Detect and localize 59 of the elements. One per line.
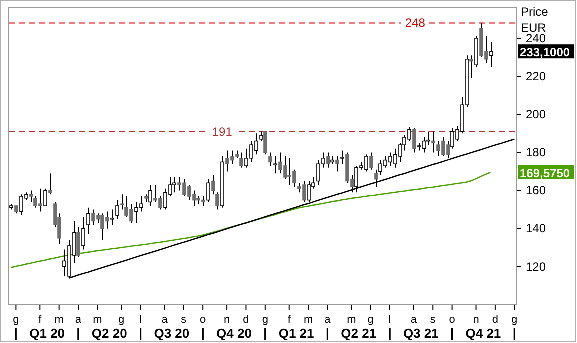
x-tick-label: d xyxy=(492,314,498,326)
candlestick xyxy=(490,42,494,68)
candlestick xyxy=(110,209,114,226)
x-tick-label: s xyxy=(181,314,188,326)
text: 233,1000 xyxy=(520,46,570,60)
candlestick xyxy=(340,150,344,165)
text: Q4 20 xyxy=(216,326,252,341)
candlestick xyxy=(172,176,176,194)
candlestick xyxy=(260,131,264,142)
x-tick-label: g xyxy=(512,314,518,326)
x-tick-label: a xyxy=(410,314,418,326)
candlestick xyxy=(206,178,210,203)
y-tick-label: 140 xyxy=(526,222,546,236)
candlestick xyxy=(274,156,278,174)
x-tick-label: g xyxy=(118,314,125,326)
x-tick-label: m xyxy=(93,314,102,326)
x-tick-label: o xyxy=(449,314,456,326)
text: Q1 20 xyxy=(30,326,66,341)
x-tick-label: l xyxy=(388,314,392,326)
text: Q3 20 xyxy=(154,326,190,341)
candlestick xyxy=(308,180,312,203)
text: Q3 21 xyxy=(403,326,439,341)
y-tick-label: 200 xyxy=(526,107,546,122)
text: Q1 21 xyxy=(278,326,314,341)
y-tick-label: 160 xyxy=(526,184,546,198)
ref-line-label: 248 xyxy=(405,16,426,30)
candlestick xyxy=(82,216,86,250)
x-tick-label: g xyxy=(13,314,20,326)
x-tick-label: m xyxy=(347,314,356,326)
x-tick-label: s xyxy=(430,314,436,326)
x-tick-label: n xyxy=(224,314,230,326)
ref-line-label: 191 xyxy=(212,124,233,139)
x-tick-label: m xyxy=(304,314,314,326)
text: Q4 21 xyxy=(466,326,502,341)
x-tick-label: d xyxy=(243,314,250,326)
x-tick-label: o xyxy=(200,314,206,326)
x-tick-label: f xyxy=(38,314,43,326)
candlestick xyxy=(148,184,152,206)
x-tick-label: a xyxy=(324,314,332,326)
line-series xyxy=(10,172,492,268)
x-tick-label: f xyxy=(288,314,292,326)
candlestick xyxy=(268,152,272,167)
candlestick xyxy=(44,188,48,206)
candlestick xyxy=(264,131,268,156)
y-tick-label: 180 xyxy=(526,146,546,160)
text: 169,5750 xyxy=(520,166,570,180)
x-tick-label: n xyxy=(473,314,480,326)
text: Q2 20 xyxy=(92,326,128,341)
x-tick-label: m xyxy=(54,314,64,326)
x-tick-label: a xyxy=(75,314,82,326)
x-tick-label: l xyxy=(140,314,142,326)
x-tick-label: a xyxy=(162,314,169,326)
x-tick-label: g xyxy=(262,314,268,326)
y-tick-label: 220 xyxy=(526,69,546,84)
candlestick xyxy=(86,207,90,236)
candlestick xyxy=(116,200,120,220)
x-tick-label: g xyxy=(368,314,374,326)
y-tick-label: 120 xyxy=(526,260,546,274)
text: Q2 21 xyxy=(341,326,377,341)
